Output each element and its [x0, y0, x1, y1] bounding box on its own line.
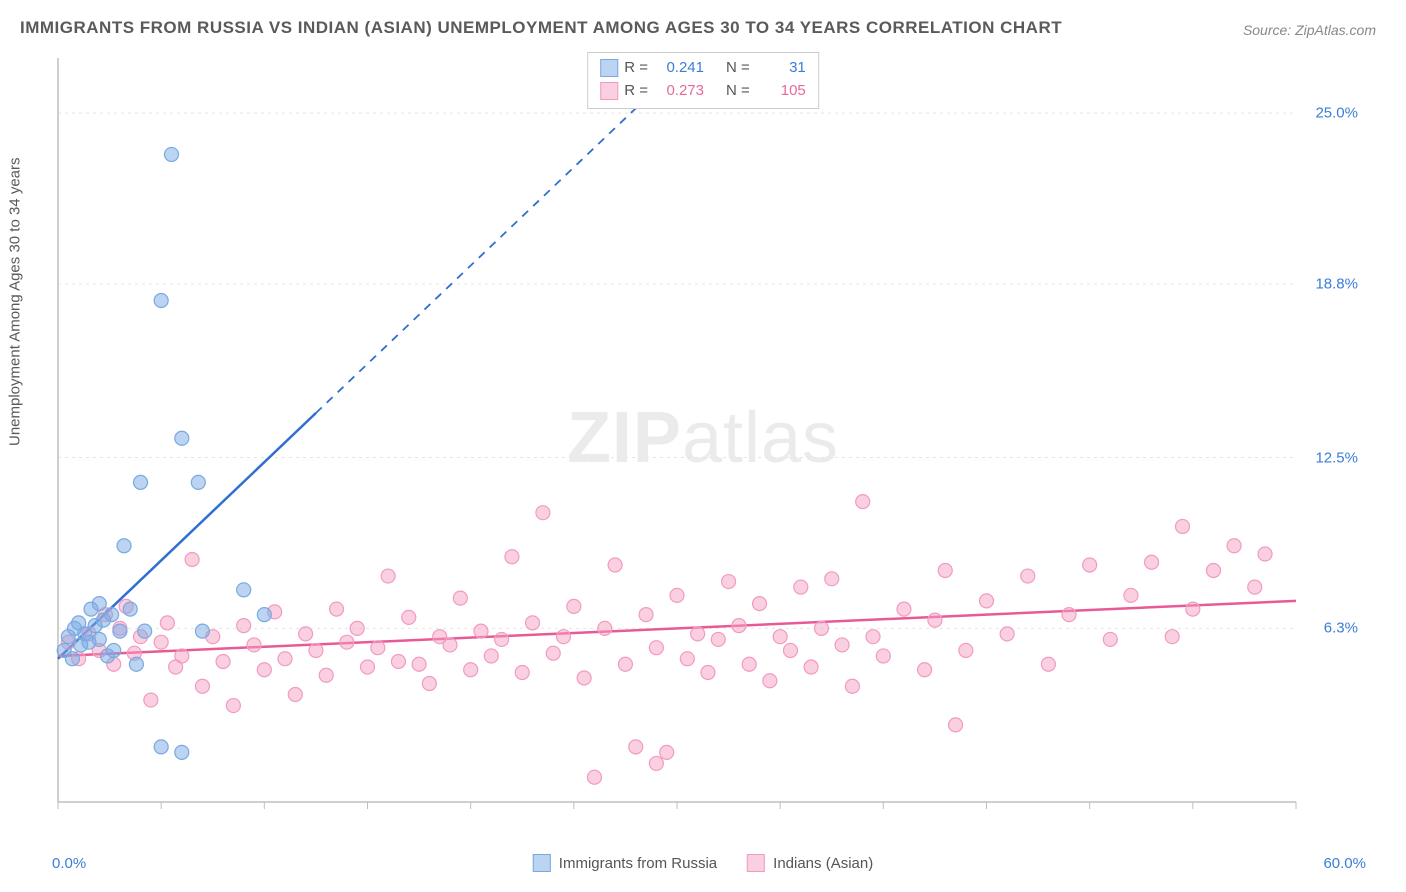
- legend-item-indian: Indians (Asian): [747, 854, 873, 872]
- n-label: N =: [726, 57, 750, 80]
- chart-title: IMMIGRANTS FROM RUSSIA VS INDIAN (ASIAN)…: [20, 18, 1062, 38]
- r-label: R =: [624, 57, 648, 80]
- r-value-indian: 0.273: [654, 80, 704, 103]
- series-legend: Immigrants from Russia Indians (Asian): [533, 854, 873, 872]
- x-axis-max-label: 60.0%: [1323, 855, 1366, 872]
- swatch-blue: [600, 59, 618, 77]
- r-label: R =: [624, 80, 648, 103]
- n-label: N =: [726, 80, 750, 103]
- legend-row-indian: R = 0.273 N = 105: [600, 80, 806, 103]
- swatch-blue: [533, 854, 551, 872]
- r-value-russia: 0.241: [654, 57, 704, 80]
- y-tick-label: 6.3%: [1324, 620, 1358, 637]
- correlation-legend: R = 0.241 N = 31 R = 0.273 N = 105: [587, 52, 819, 109]
- legend-item-russia: Immigrants from Russia: [533, 854, 717, 872]
- y-axis-label: Unemployment Among Ages 30 to 34 years: [7, 157, 24, 446]
- swatch-pink: [600, 82, 618, 100]
- legend-label-russia: Immigrants from Russia: [559, 855, 717, 872]
- n-value-indian: 105: [756, 80, 806, 103]
- y-tick-label: 18.8%: [1315, 275, 1358, 292]
- swatch-pink: [747, 854, 765, 872]
- x-axis-min-label: 0.0%: [52, 855, 86, 872]
- scatter-plot: [50, 50, 1366, 832]
- y-tick-label: 25.0%: [1315, 105, 1358, 122]
- legend-row-russia: R = 0.241 N = 31: [600, 57, 806, 80]
- legend-label-indian: Indians (Asian): [773, 855, 873, 872]
- source-attribution: Source: ZipAtlas.com: [1243, 22, 1376, 38]
- n-value-russia: 31: [756, 57, 806, 80]
- y-tick-label: 12.5%: [1315, 449, 1358, 466]
